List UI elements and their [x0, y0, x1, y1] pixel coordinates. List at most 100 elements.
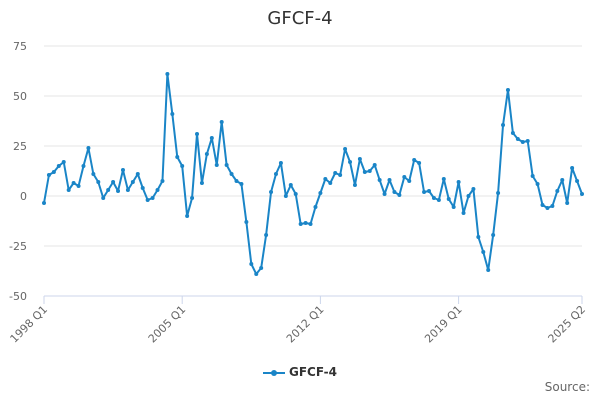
data-point[interactable]: [76, 184, 81, 188]
data-point[interactable]: [199, 181, 204, 185]
data-point[interactable]: [436, 198, 441, 202]
data-point[interactable]: [555, 189, 560, 193]
data-point[interactable]: [565, 201, 570, 205]
data-point[interactable]: [116, 189, 121, 193]
data-point[interactable]: [417, 161, 422, 165]
data-point[interactable]: [180, 164, 185, 168]
data-point[interactable]: [323, 177, 328, 181]
data-point[interactable]: [298, 222, 303, 226]
data-point[interactable]: [96, 180, 101, 184]
data-point[interactable]: [224, 163, 229, 167]
data-point[interactable]: [491, 233, 496, 237]
data-point[interactable]: [61, 160, 66, 164]
data-point[interactable]: [234, 179, 239, 183]
data-point[interactable]: [338, 173, 343, 177]
data-point[interactable]: [209, 136, 214, 140]
data-point[interactable]: [160, 179, 165, 183]
data-point[interactable]: [219, 120, 224, 124]
data-point[interactable]: [106, 188, 111, 192]
data-point[interactable]: [86, 146, 91, 150]
data-point[interactable]: [505, 88, 510, 92]
data-point[interactable]: [46, 173, 51, 177]
data-point[interactable]: [426, 189, 431, 193]
data-point[interactable]: [249, 262, 254, 266]
data-point[interactable]: [81, 164, 86, 168]
data-point[interactable]: [357, 157, 362, 161]
data-point[interactable]: [545, 206, 550, 210]
data-point[interactable]: [185, 214, 190, 218]
data-point[interactable]: [71, 181, 76, 185]
data-point[interactable]: [431, 196, 436, 200]
data-point[interactable]: [293, 192, 298, 196]
data-point[interactable]: [318, 191, 323, 195]
data-point[interactable]: [367, 169, 372, 173]
data-point[interactable]: [170, 112, 175, 116]
data-point[interactable]: [239, 182, 244, 186]
data-point[interactable]: [165, 72, 170, 76]
data-point[interactable]: [461, 211, 466, 215]
data-point[interactable]: [407, 179, 412, 183]
data-point[interactable]: [486, 268, 491, 272]
data-point[interactable]: [111, 180, 116, 184]
data-point[interactable]: [254, 272, 259, 276]
data-point[interactable]: [269, 190, 274, 194]
data-point[interactable]: [204, 152, 209, 156]
data-point[interactable]: [441, 177, 446, 181]
data-point[interactable]: [264, 233, 269, 237]
data-point[interactable]: [125, 188, 130, 192]
data-point[interactable]: [362, 170, 367, 174]
data-point[interactable]: [91, 172, 96, 176]
data-point[interactable]: [343, 147, 348, 151]
data-point[interactable]: [446, 197, 451, 201]
data-point[interactable]: [278, 161, 283, 165]
data-point[interactable]: [56, 164, 61, 168]
data-point[interactable]: [348, 160, 353, 164]
data-point[interactable]: [328, 181, 333, 185]
data-point[interactable]: [352, 183, 357, 187]
data-point[interactable]: [66, 188, 71, 192]
legend[interactable]: GFCF-4: [0, 365, 600, 379]
data-point[interactable]: [550, 204, 555, 208]
data-point[interactable]: [530, 174, 535, 178]
data-point[interactable]: [333, 171, 338, 175]
data-point[interactable]: [214, 163, 219, 167]
data-point[interactable]: [308, 222, 313, 226]
data-point[interactable]: [540, 203, 545, 207]
data-point[interactable]: [372, 163, 377, 167]
data-point[interactable]: [288, 183, 293, 187]
data-point[interactable]: [471, 187, 476, 191]
data-point[interactable]: [51, 170, 56, 174]
data-point[interactable]: [392, 190, 397, 194]
data-point[interactable]: [476, 235, 481, 239]
data-point[interactable]: [501, 123, 506, 127]
data-point[interactable]: [303, 221, 308, 225]
data-point[interactable]: [145, 198, 150, 202]
data-point[interactable]: [570, 166, 575, 170]
data-point[interactable]: [140, 186, 145, 190]
data-point[interactable]: [481, 250, 486, 254]
data-point[interactable]: [525, 139, 530, 143]
data-point[interactable]: [456, 180, 461, 184]
data-point[interactable]: [101, 196, 106, 200]
data-point[interactable]: [560, 178, 565, 182]
data-point[interactable]: [377, 178, 382, 182]
data-point[interactable]: [510, 131, 515, 135]
data-point[interactable]: [135, 172, 140, 176]
data-point[interactable]: [466, 194, 471, 198]
data-point[interactable]: [496, 191, 501, 195]
data-point[interactable]: [402, 175, 407, 179]
data-point[interactable]: [42, 201, 46, 205]
data-point[interactable]: [397, 193, 402, 197]
data-point[interactable]: [130, 180, 135, 184]
data-point[interactable]: [520, 140, 525, 144]
data-point[interactable]: [387, 178, 392, 182]
data-point[interactable]: [412, 158, 417, 162]
data-point[interactable]: [190, 196, 195, 200]
data-point[interactable]: [155, 188, 160, 192]
data-point[interactable]: [244, 220, 249, 224]
data-point[interactable]: [283, 194, 288, 198]
data-point[interactable]: [195, 132, 200, 136]
data-point[interactable]: [382, 192, 387, 196]
data-point[interactable]: [273, 172, 278, 176]
data-point[interactable]: [535, 182, 540, 186]
